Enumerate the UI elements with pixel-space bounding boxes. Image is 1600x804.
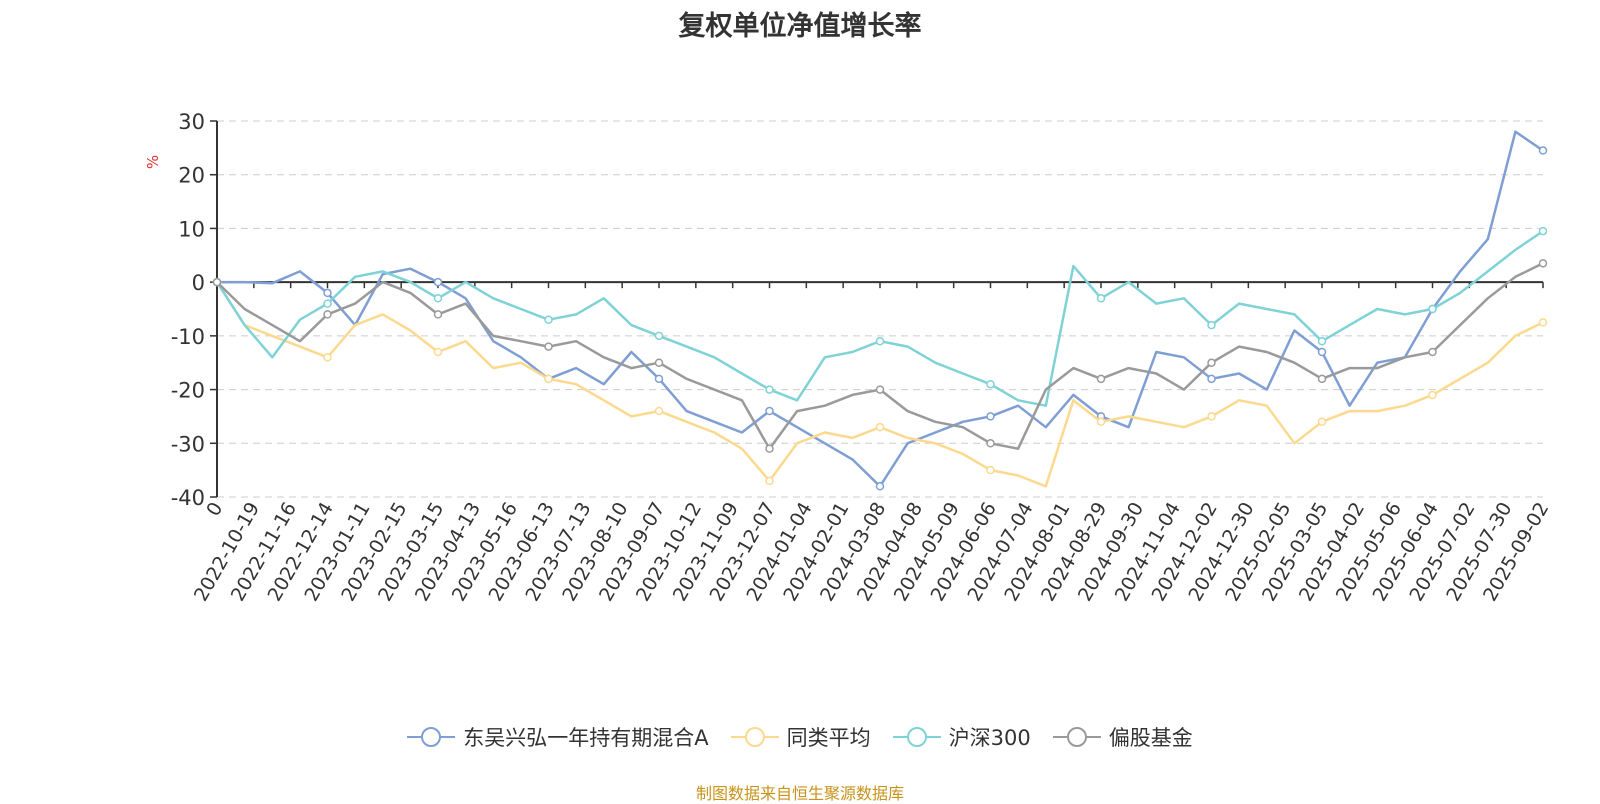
- y-tick-label: -40: [171, 486, 205, 510]
- legend-label: 同类平均: [786, 726, 871, 750]
- data-point: [433, 277, 443, 287]
- legend-swatch-icon: [730, 727, 779, 747]
- chart-title: 复权单位净值增长率: [678, 11, 922, 42]
- data-point: [1317, 417, 1327, 427]
- y-tick-label: -20: [171, 379, 205, 403]
- legend: 东吴兴弘一年持有期混合A 同类平均 沪深300 偏股基金: [0, 722, 1600, 752]
- data-point: [1207, 374, 1216, 384]
- data-point: [875, 482, 885, 491]
- y-tick-label: 30: [178, 110, 205, 134]
- data-point: [433, 347, 443, 357]
- data-point: [654, 331, 664, 341]
- data-point: [544, 374, 553, 384]
- legend-item[interactable]: 东吴兴弘一年持有期混合A: [407, 722, 709, 752]
- data-point: [986, 439, 995, 448]
- data-point: [654, 406, 664, 416]
- data-point: [433, 310, 443, 319]
- data-point: [323, 299, 332, 308]
- data-point: [986, 412, 995, 421]
- data-point: [544, 315, 553, 324]
- legend-swatch-icon: [1052, 727, 1101, 747]
- data-point: [323, 353, 332, 362]
- y-tick-label: -30: [171, 432, 205, 456]
- data-point: [765, 476, 774, 486]
- data-point: [765, 444, 774, 453]
- y-tick-label: 20: [178, 164, 205, 188]
- y-tick-label: 10: [178, 217, 205, 241]
- data-point: [765, 385, 774, 394]
- data-point: [1538, 226, 1548, 236]
- data-point: [1207, 412, 1216, 421]
- legend-label: 东吴兴弘一年持有期混合A: [463, 726, 709, 750]
- data-point: [433, 294, 443, 303]
- grid-lines: [217, 120, 1543, 498]
- x-tick-label: 0: [202, 499, 227, 520]
- data-point: [875, 422, 885, 432]
- series-line: [217, 130, 1544, 488]
- y-tick-label: -10: [171, 325, 205, 349]
- data-point: [1538, 318, 1548, 327]
- legend-swatch-icon: [407, 727, 456, 747]
- legend-item[interactable]: 偏股基金: [1052, 722, 1193, 752]
- data-point: [212, 277, 222, 287]
- y-axis-unit: %: [144, 155, 162, 169]
- data-point: [1317, 336, 1327, 346]
- data-point: [1538, 146, 1548, 155]
- data-point: [1096, 417, 1106, 427]
- series-line: [215, 281, 1544, 488]
- data-point: [1317, 347, 1327, 357]
- data-point: [323, 288, 332, 298]
- data-point: [1428, 347, 1437, 357]
- data-point: [986, 465, 995, 475]
- series-lines: [212, 130, 1548, 491]
- legend-item[interactable]: 同类平均: [730, 722, 871, 752]
- axes: 3020100-10-20-30-4002022-10-192022-11-16…: [171, 110, 1554, 605]
- data-point: [986, 379, 995, 389]
- series-line: [215, 230, 1544, 407]
- data-point: [875, 336, 885, 346]
- legend-swatch-icon: [892, 727, 941, 747]
- legend-label: 偏股基金: [1108, 726, 1193, 750]
- data-point: [654, 358, 664, 367]
- y-tick-label: 0: [192, 271, 205, 295]
- data-point: [875, 385, 885, 394]
- data-point: [1096, 374, 1106, 384]
- data-point: [1207, 358, 1216, 367]
- data-point: [1207, 320, 1216, 330]
- data-point: [1428, 304, 1437, 314]
- data-point: [1428, 390, 1437, 400]
- legend-label: 沪深300: [948, 726, 1031, 750]
- legend-item[interactable]: 沪深300: [892, 722, 1031, 752]
- data-point: [323, 310, 332, 319]
- data-point: [654, 374, 664, 384]
- data-point: [1096, 294, 1106, 303]
- data-point: [544, 342, 553, 351]
- data-point: [1538, 259, 1548, 268]
- source-note: 制图数据来自恒生聚源数据库: [695, 784, 904, 803]
- data-point: [765, 406, 774, 416]
- data-point: [1317, 374, 1327, 384]
- series-line: [216, 262, 1544, 450]
